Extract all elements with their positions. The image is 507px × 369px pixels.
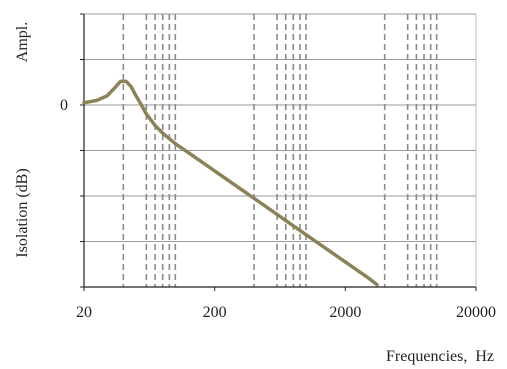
y-axis-label-bottom: Isolation (dB)	[14, 168, 31, 257]
axes	[80, 13, 477, 291]
x-tick-labels: 20 200 2000 20000	[76, 304, 496, 321]
y-tick-label: 0	[60, 97, 68, 114]
series-line	[82, 79, 379, 287]
y-tick-labels: 0	[60, 97, 68, 114]
horizontal-gridlines	[84, 13, 476, 288]
series-group	[82, 79, 379, 287]
vertical-gridlines	[122, 14, 438, 287]
x-axis-label: Frequencies, Hz	[386, 348, 494, 365]
x-tick-label: 20	[76, 304, 92, 321]
x-tick-label: 2000	[329, 304, 361, 321]
y-axis-label-top: Ampl.	[14, 22, 31, 62]
x-tick-label: 200	[203, 304, 227, 321]
x-tick-label: 20000	[456, 304, 496, 321]
